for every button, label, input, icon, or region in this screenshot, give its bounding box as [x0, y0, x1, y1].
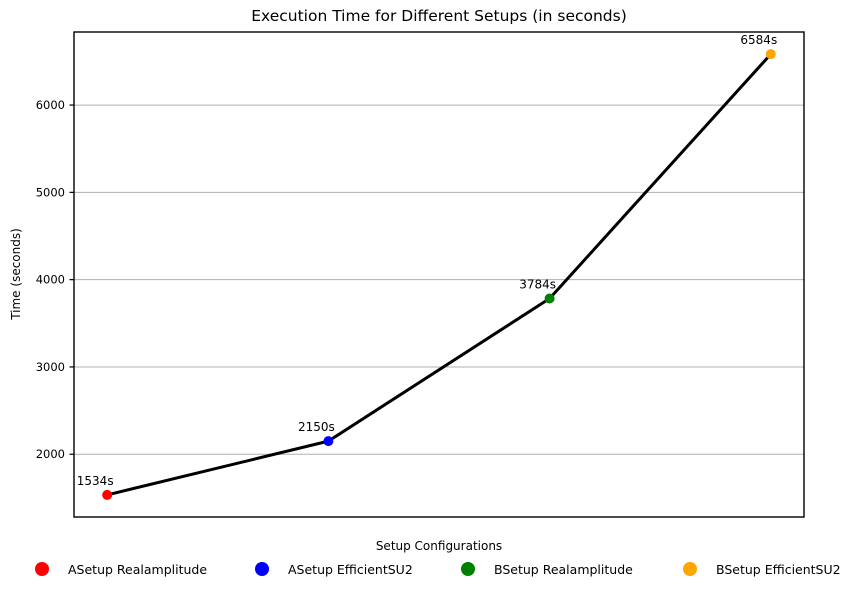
legend: ASetup Realamplitude ASetup EfficientSU2 B… — [0, 559, 868, 581]
chart-title: Execution Time for Different Setups (in … — [251, 7, 627, 25]
legend-label: BSetup EfficientSU2 — [716, 561, 841, 577]
y-tick-label: 6000 — [36, 98, 65, 112]
data-point-marker — [323, 436, 334, 447]
legend-dot-icon — [35, 562, 49, 576]
point-label: 6584s — [740, 33, 777, 47]
data-point-marker — [765, 49, 776, 60]
y-tick-label: 5000 — [36, 185, 65, 199]
point-label: 1534s — [77, 474, 114, 488]
y-tick-label: 4000 — [36, 273, 65, 287]
point-label: 2150s — [298, 420, 335, 434]
data-point-marker — [544, 293, 555, 304]
point-label: 3784s — [519, 278, 556, 292]
legend-label: BSetup Realamplitude — [494, 561, 633, 577]
legend-dot-icon — [255, 562, 269, 576]
y-tick-label: 2000 — [36, 447, 65, 461]
legend-dot-icon — [461, 562, 475, 576]
legend-dot-icon — [683, 562, 697, 576]
legend-item: ASetup Realamplitude — [35, 559, 207, 579]
legend-label: ASetup Realamplitude — [68, 561, 208, 577]
legend-label: ASetup EfficientSU2 — [288, 561, 413, 577]
plot-border — [73, 31, 805, 518]
data-point-marker — [102, 489, 113, 500]
legend-item: BSetup EfficientSU2 — [683, 559, 841, 579]
y-axis-label: Time (seconds) — [9, 228, 23, 320]
y-tick-label: 3000 — [36, 360, 65, 374]
x-axis-label: Setup Configurations — [375, 539, 503, 553]
legend-item: BSetup Realamplitude — [461, 559, 633, 579]
series-line — [105, 52, 773, 497]
legend-item: ASetup EfficientSU2 — [255, 559, 413, 579]
